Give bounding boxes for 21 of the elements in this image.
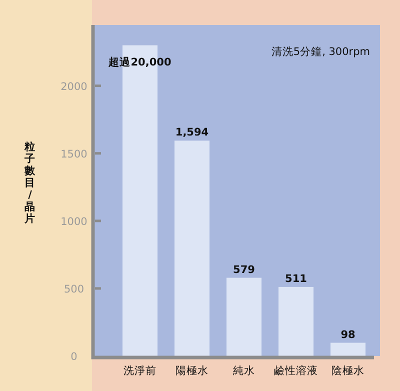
x-tick-label: 純水 — [233, 364, 255, 377]
y-tick-label: 1500 — [60, 148, 88, 160]
bar — [330, 342, 366, 356]
x-tick-label: 洗淨前 — [124, 364, 156, 377]
x-tick-label: 陽極水 — [176, 364, 208, 377]
x-tick-label: 鹼性溶液 — [274, 364, 318, 377]
bar — [278, 286, 314, 356]
x-tick-label: 陰極水 — [332, 364, 364, 377]
data-label: 579 — [233, 264, 255, 276]
data-label: 511 — [285, 272, 307, 285]
data-label: 98 — [340, 328, 356, 341]
y-tick-label: 2000 — [60, 80, 88, 93]
y-tick-label: 0 — [70, 351, 78, 363]
y-tick-label: 500 — [64, 283, 84, 296]
bar — [174, 140, 210, 356]
y-axis-title: 粒子數目/晶片 — [24, 140, 36, 225]
annotation: 清洗5分鐘, 300rpm — [271, 45, 370, 58]
y-tick-label: 1000 — [60, 216, 88, 228]
data-label: 1,594 — [175, 126, 209, 139]
bar — [226, 278, 262, 356]
data-label: 超過20,000 — [108, 55, 172, 68]
